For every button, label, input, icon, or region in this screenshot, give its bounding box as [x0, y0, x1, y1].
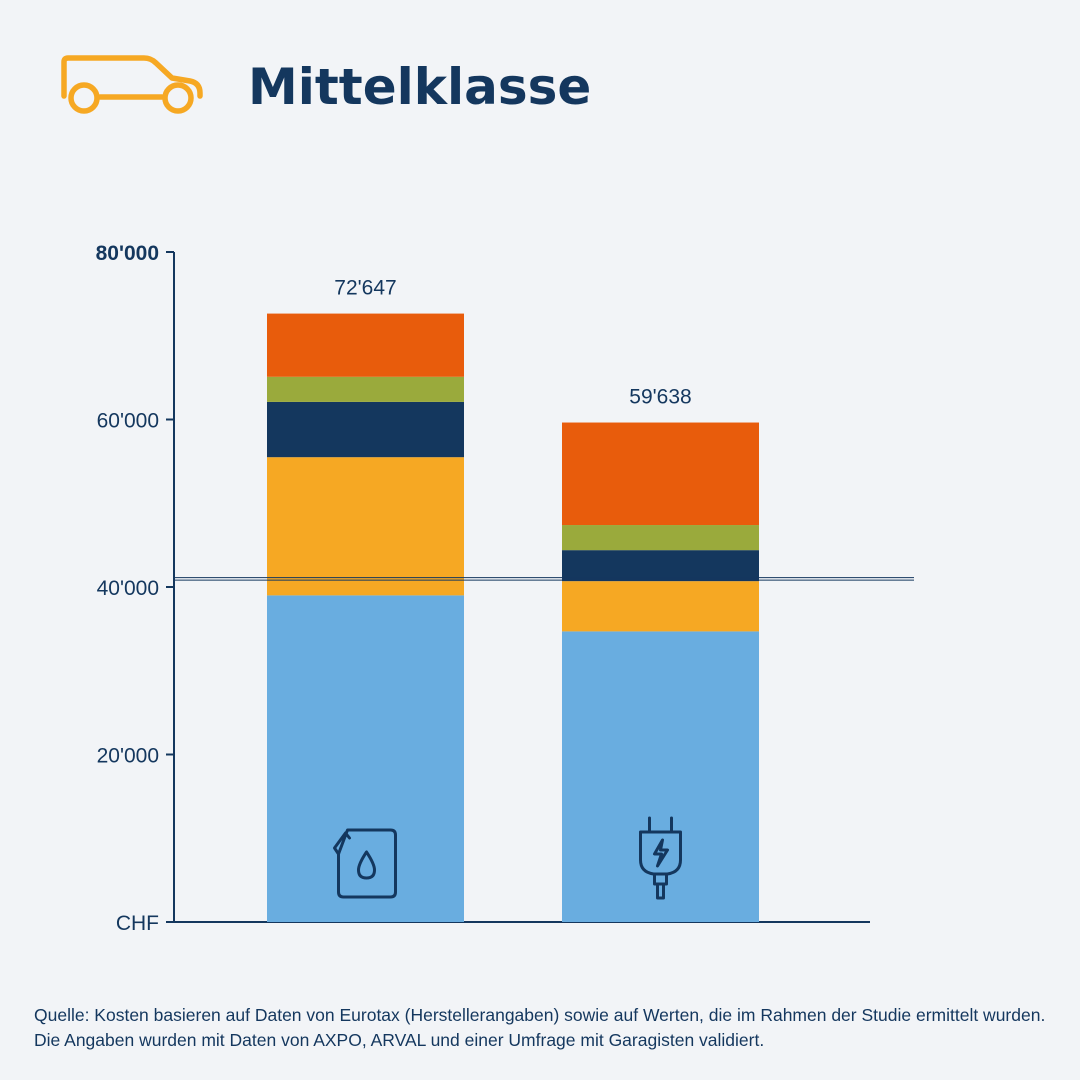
bar-segment: [562, 422, 759, 526]
car-icon: [61, 55, 203, 114]
bar-segment: [562, 525, 759, 551]
fuel-canister-icon: [333, 828, 397, 899]
canister-spout: [333, 831, 351, 856]
source-note: Quelle: Kosten basieren auf Daten von Eu…: [34, 1005, 1046, 1050]
bar-segment: [267, 313, 464, 377]
y-tick-label: 20'000: [97, 745, 159, 768]
plug-prongs: [648, 816, 673, 834]
electric-plug-icon: [639, 816, 682, 900]
bar-segment: [562, 550, 759, 582]
canister-body: [337, 828, 397, 899]
bar-segment: [267, 376, 464, 402]
y-axis: CHF 20'000 40'000 60'000 80'000: [96, 242, 870, 935]
total-labels: 72'647 59'638: [334, 277, 691, 409]
bar-segment: [562, 581, 759, 632]
bar-total-label: 59'638: [629, 386, 691, 409]
y-tick-label: 80'000: [96, 242, 159, 265]
drop-icon: [357, 850, 376, 880]
bar-segment: [562, 631, 759, 922]
bar-segment: [267, 401, 464, 458]
y-tick-label: 40'000: [97, 577, 159, 600]
stacked-bar-chart: CHF 20'000 40'000 60'000 80'000 72'647 59'638: [96, 242, 914, 935]
reference-line: [174, 577, 914, 581]
bar-icons: [333, 816, 682, 900]
page-title: Mittelklasse: [248, 58, 592, 116]
y-tick-label: 60'000: [97, 410, 159, 433]
plug-cable: [653, 872, 668, 900]
bar-segment: [267, 457, 464, 596]
bar-segment: [267, 595, 464, 922]
bars: [267, 313, 759, 922]
lightning-icon: [653, 838, 669, 868]
y-tick-label: CHF: [116, 912, 159, 935]
bar-total-label: 72'647: [334, 277, 396, 300]
